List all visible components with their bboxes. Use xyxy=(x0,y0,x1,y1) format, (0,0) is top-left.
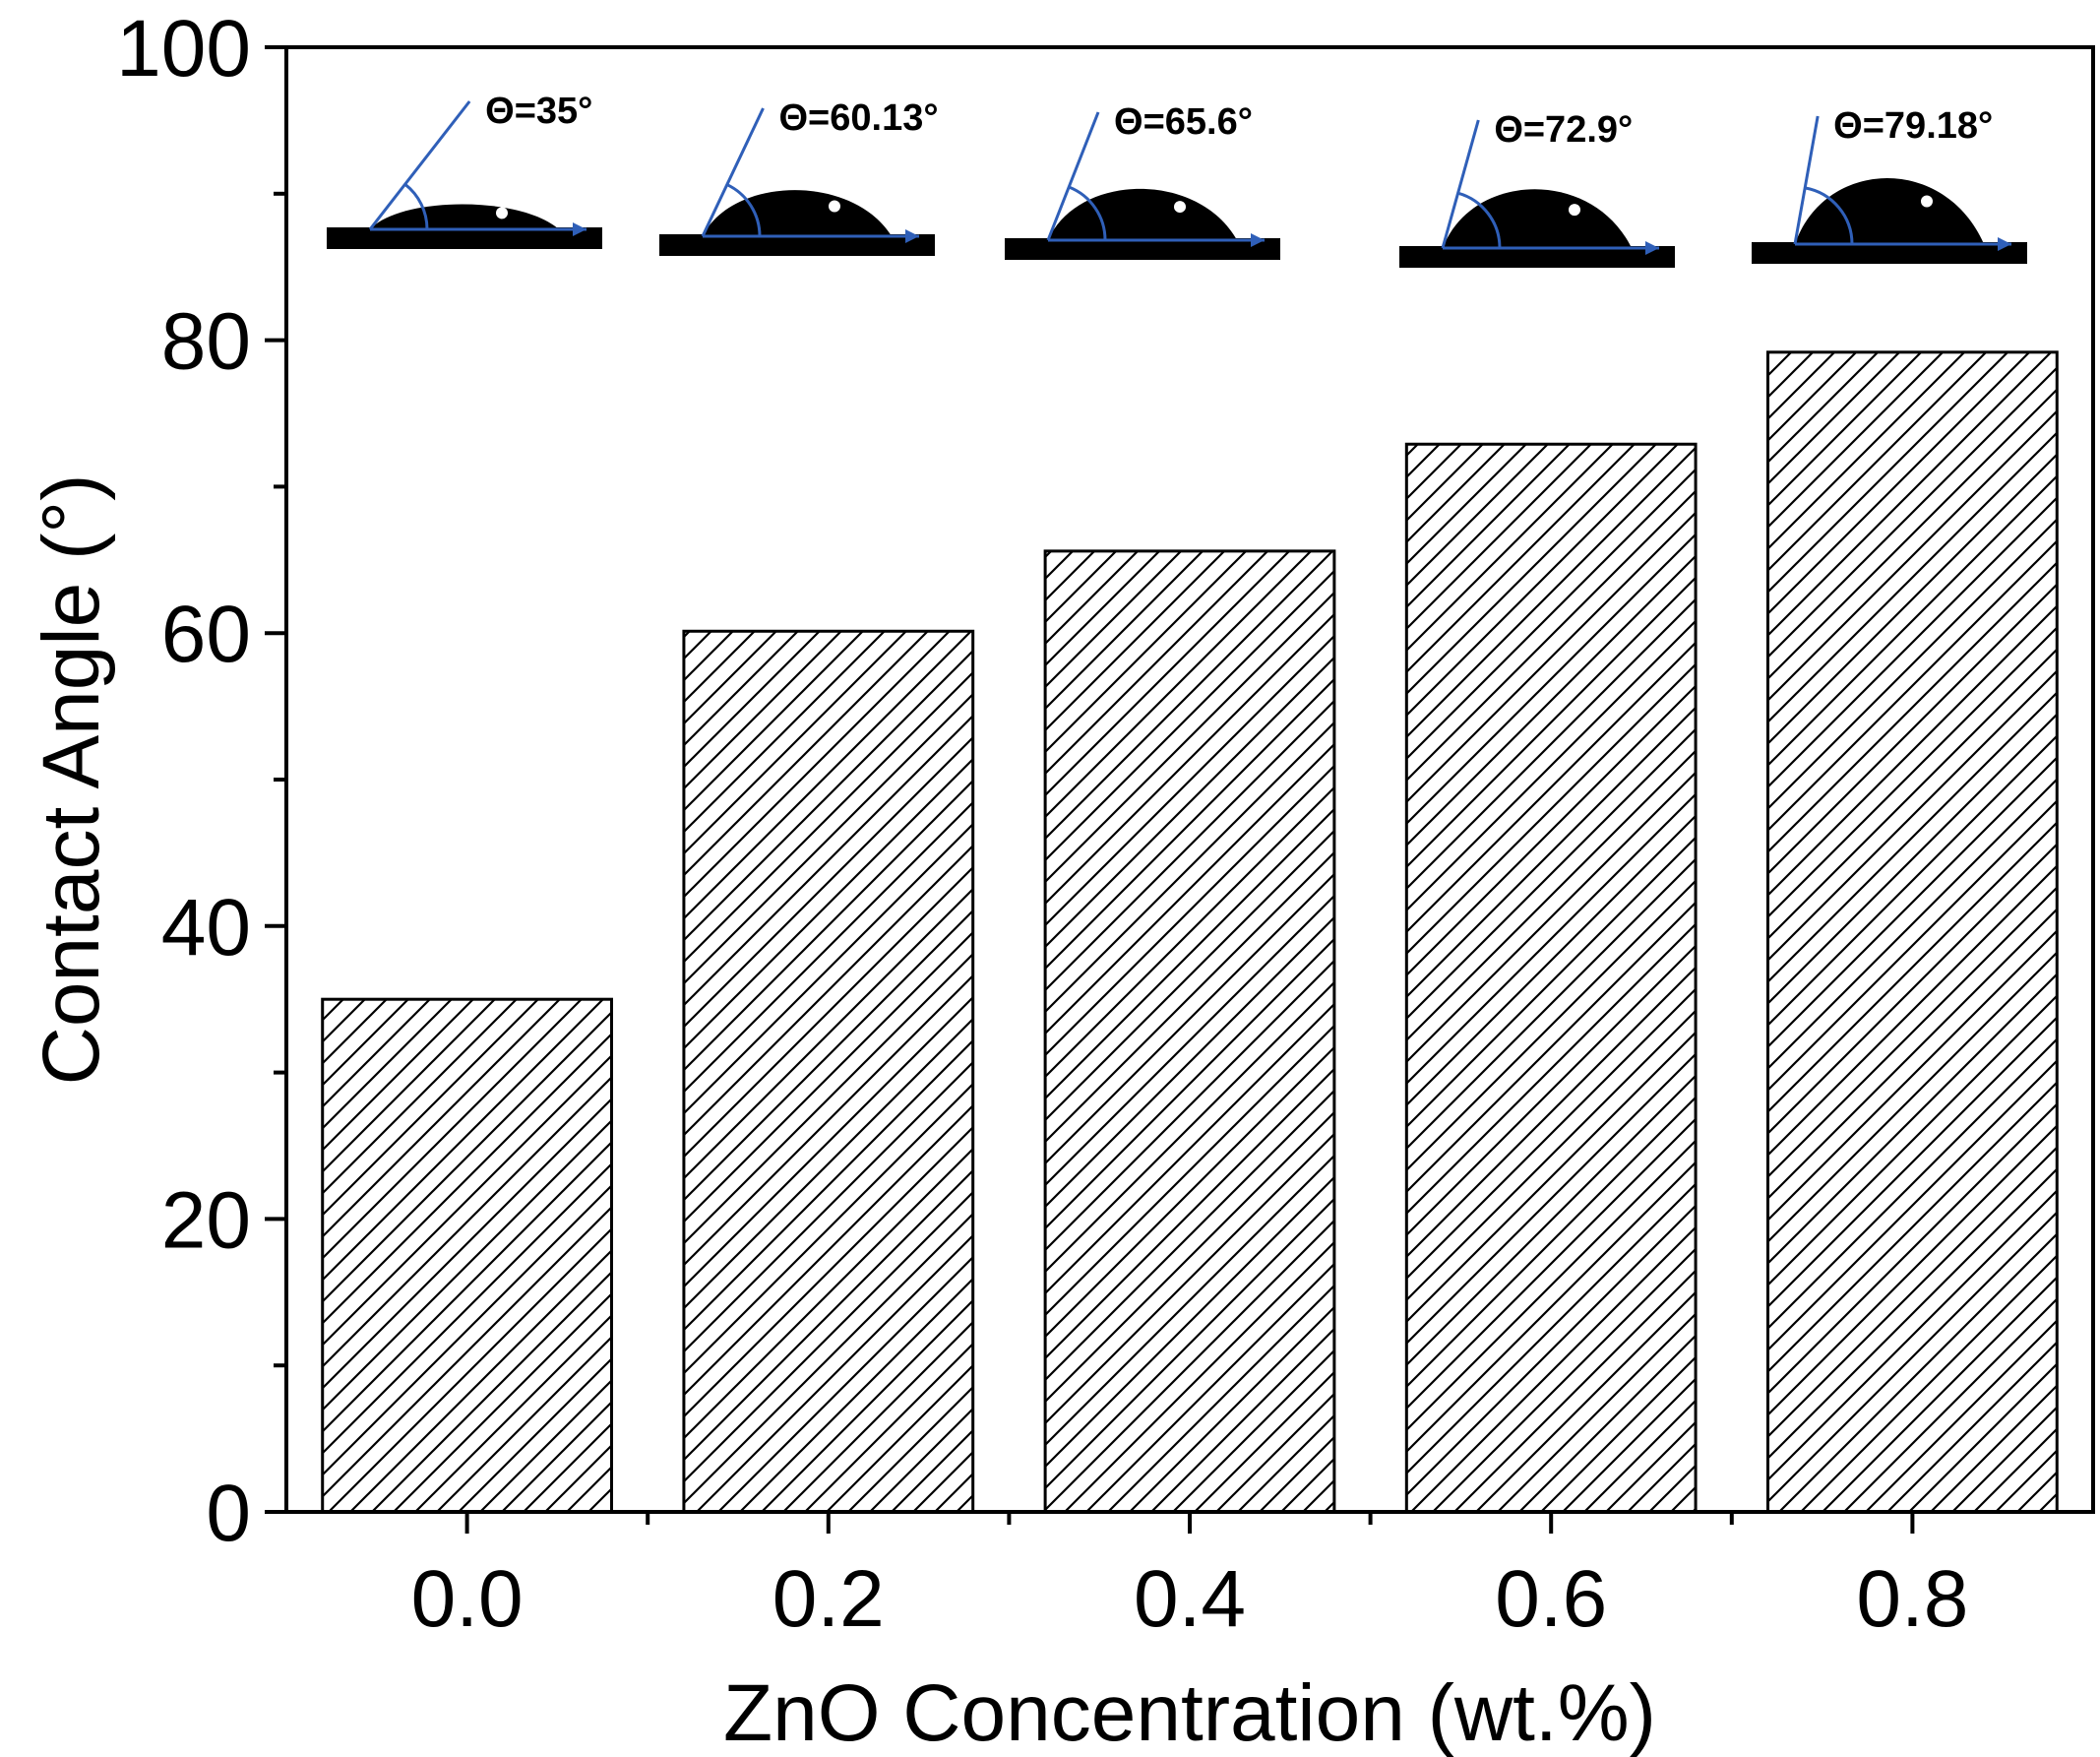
droplet-highlight xyxy=(496,207,508,220)
tangent-arrow xyxy=(1046,111,1100,241)
water-droplet xyxy=(1795,178,1984,244)
y-tick-label: 80 xyxy=(161,297,251,387)
bar-0.4 xyxy=(1043,549,1336,1514)
tangent-arrow xyxy=(1793,115,1820,245)
angle-label: Θ=60.13° xyxy=(779,97,939,139)
x-tick-label: 0.8 xyxy=(1856,1554,1968,1644)
substrate xyxy=(327,227,602,249)
arrow-head xyxy=(1998,237,2011,251)
bars-layer xyxy=(321,350,2059,1514)
y-axis-title: Contact Angle (°) xyxy=(27,474,116,1086)
droplet-inset-0.2: Θ=60.13° xyxy=(659,97,939,256)
droplet-inset-0.8: Θ=79.18° xyxy=(1752,105,2027,264)
angle-label: Θ=35° xyxy=(485,91,592,132)
angle-label: Θ=72.9° xyxy=(1494,109,1633,151)
x-axis-title: ZnO Concentration (wt.%) xyxy=(723,1668,1656,1757)
substrate xyxy=(1005,238,1280,260)
x-tick-label: 0.2 xyxy=(772,1554,885,1644)
angle-arc xyxy=(1804,186,1854,245)
angle-arc xyxy=(1457,191,1502,249)
x-tick-label: 0.6 xyxy=(1495,1554,1607,1644)
angle-label: Θ=65.6° xyxy=(1114,101,1253,143)
water-droplet xyxy=(370,204,559,229)
droplet-inset-0.0: Θ=35° xyxy=(327,91,602,249)
y-tick-label: 60 xyxy=(161,590,251,679)
bar-0.0 xyxy=(321,997,613,1514)
angle-arc xyxy=(726,183,762,237)
y-tick-label: 100 xyxy=(116,4,251,94)
bar-0.6 xyxy=(1404,442,1698,1514)
bar-0.8 xyxy=(1766,350,2059,1514)
arrow-head xyxy=(573,222,587,236)
arrow-head xyxy=(1251,233,1265,247)
substrate xyxy=(1752,242,2027,264)
angle-arc xyxy=(1068,185,1107,241)
substrate xyxy=(1399,246,1675,268)
droplet-inset-0.6: Θ=72.9° xyxy=(1399,109,1675,268)
water-droplet xyxy=(1443,189,1632,248)
water-droplet xyxy=(1048,188,1237,240)
x-tick-label: 0.4 xyxy=(1134,1554,1246,1644)
tangent-arrow xyxy=(701,107,765,237)
droplet-highlight xyxy=(1921,195,1933,208)
water-droplet xyxy=(703,190,892,236)
droplet-highlight xyxy=(1174,201,1186,214)
y-tick-label: 40 xyxy=(161,883,251,973)
droplet-insets: Θ=35° Θ=60.13° Θ=65.6° Θ=72.9° Θ=79.18° xyxy=(327,91,2027,268)
arrow-head xyxy=(905,229,919,243)
y-tick-label: 0 xyxy=(206,1469,251,1558)
angle-arc xyxy=(403,183,429,230)
x-tick-label: 0.0 xyxy=(411,1554,524,1644)
droplet-highlight xyxy=(829,200,840,213)
y-tick-label: 20 xyxy=(161,1175,251,1265)
tangent-arrow xyxy=(1441,119,1480,249)
droplet-highlight xyxy=(1569,204,1580,217)
substrate xyxy=(659,234,935,256)
droplet-inset-0.4: Θ=65.6° xyxy=(1005,101,1280,260)
y-axis-ticks: 0 20 40 60 80 100 xyxy=(116,4,286,1558)
tangent-arrow xyxy=(368,100,471,230)
bar-0.2 xyxy=(682,629,975,1514)
arrow-head xyxy=(1645,241,1659,255)
angle-label: Θ=79.18° xyxy=(1833,105,1993,147)
x-axis-ticks: 0.0 0.2 0.4 0.6 0.8 xyxy=(411,1512,1968,1644)
